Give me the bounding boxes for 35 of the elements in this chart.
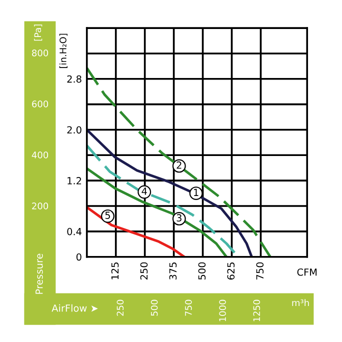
- text: AirFlow ➤: [52, 304, 98, 312]
- y-tick-label: 1.2: [68, 177, 82, 184]
- x2-axis-title: m³h: [292, 299, 309, 306]
- x-tick-label: 750: [256, 262, 264, 280]
- x2-tick-label: 750: [185, 300, 192, 316]
- x-axis-title: CFM: [297, 268, 317, 276]
- text: Pressure: [36, 254, 43, 294]
- y-tick-label: 0.4: [67, 228, 82, 236]
- x-tick-label: 500: [198, 262, 206, 280]
- annotation: 3: [176, 214, 182, 222]
- y2-tick-label: 400: [32, 152, 48, 158]
- y2-axis-title: [Pa]: [34, 24, 42, 41]
- x-tick-label: 375: [169, 262, 177, 280]
- x2-tick-label: 1250: [253, 300, 260, 322]
- line-series: [86, 206, 186, 257]
- y2-tick-label: 600: [32, 100, 48, 108]
- x2-tick-label: 250: [116, 300, 124, 316]
- y-tick-label: 2.8: [67, 75, 82, 83]
- y2-tick-label: 800: [32, 50, 48, 56]
- annotation: 1: [194, 188, 198, 196]
- annotation: 5: [105, 212, 110, 219]
- y-tick-label: 2.0: [67, 126, 82, 134]
- x2-tick-label: 1000: [219, 300, 226, 322]
- x2-tick-label: 500: [150, 300, 158, 316]
- x-tick-label: 250: [140, 262, 148, 280]
- y2-tick-label: 200: [32, 202, 48, 210]
- line-series: [86, 66, 272, 257]
- annotation: 4: [142, 188, 147, 195]
- line-series: [86, 128, 253, 257]
- y-tick-label: 0: [76, 253, 82, 261]
- y-axis-title: [in.H₂O]: [59, 34, 68, 68]
- x-tick-label: 125: [111, 262, 119, 280]
- x-tick-label: 625: [227, 262, 235, 280]
- annotation: 2: [176, 161, 182, 169]
- line-series: [86, 167, 228, 257]
